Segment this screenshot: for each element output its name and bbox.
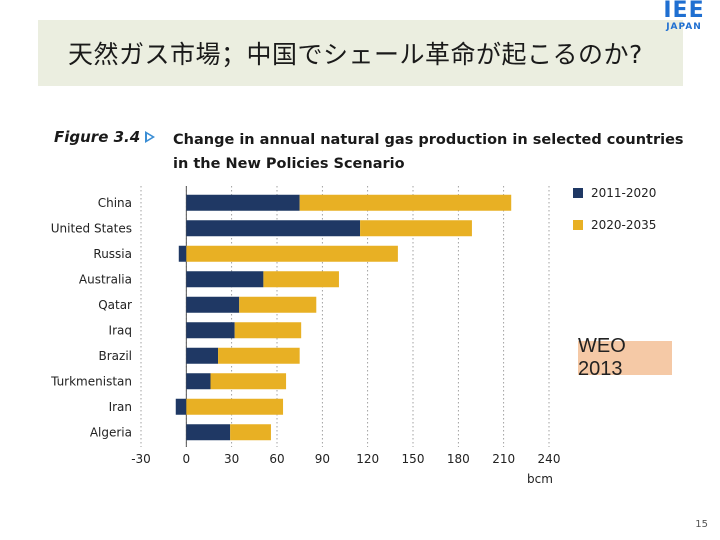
legend-swatch: [573, 220, 583, 230]
figure-arrow-icon-inner: [147, 134, 152, 140]
bar-2020-2035: [186, 245, 398, 262]
x-tick-label: 150: [402, 452, 425, 466]
x-tick-label: 0: [183, 452, 191, 466]
bar-2020-2035: [234, 322, 302, 339]
title-banner: 天然ガス市場；中国でシェール革命が起こるのか?: [38, 20, 683, 86]
x-tick-label: 60: [269, 452, 284, 466]
bar-2020-2035: [239, 296, 317, 313]
category-label: Iraq: [109, 323, 132, 337]
weo-badge: WEO 2013: [578, 335, 672, 380]
bar-2020-2035: [186, 398, 284, 415]
x-tick-label: 90: [315, 452, 330, 466]
slide-title: 天然ガス市場；中国でシェール革命が起こるのか?: [68, 40, 643, 69]
bar-2011-2020: [175, 398, 187, 415]
bar-2011-2020: [186, 424, 231, 441]
bar-2020-2035: [218, 347, 300, 364]
category-label: United States: [51, 221, 132, 235]
bar-2011-2020: [186, 271, 264, 288]
bar-2011-2020: [186, 373, 211, 390]
x-tick-label: -30: [131, 452, 151, 466]
bar-2020-2035: [230, 424, 271, 441]
x-axis-label: bcm: [527, 472, 553, 486]
legend-swatch: [573, 188, 583, 198]
bar-2020-2035: [263, 271, 339, 288]
category-label: Qatar: [98, 298, 132, 312]
category-label: Australia: [79, 272, 132, 286]
bar-2020-2035: [299, 194, 512, 211]
figure-label: Figure 3.4: [54, 128, 141, 146]
bar-2011-2020: [186, 347, 219, 364]
category-label: Turkmenistan: [50, 374, 132, 388]
iee-japan-logo: IEE JAPAN: [654, 0, 714, 38]
x-tick-label: 30: [224, 452, 239, 466]
bar-2011-2020: [186, 322, 235, 339]
category-label: Brazil: [99, 349, 133, 363]
page-number: 15: [695, 519, 708, 530]
logo-main-text: IEE: [663, 0, 705, 23]
category-label: China: [98, 196, 132, 210]
x-tick-label: 210: [492, 452, 515, 466]
category-label: Iran: [109, 400, 132, 414]
category-label: Algeria: [90, 425, 132, 439]
x-tick-label: 180: [447, 452, 470, 466]
legend-label: 2011-2020: [591, 186, 656, 200]
bar-2020-2035: [210, 373, 287, 390]
x-tick-label: 240: [538, 452, 561, 466]
x-tick-label: 120: [356, 452, 379, 466]
bar-2011-2020: [186, 296, 240, 313]
bar-2020-2035: [360, 220, 472, 237]
logo-sub-text: JAPAN: [666, 22, 702, 32]
bar-2011-2020: [186, 194, 300, 211]
bar-2011-2020: [186, 220, 361, 237]
legend-label: 2020-2035: [591, 218, 656, 232]
bar-2011-2020: [178, 245, 187, 262]
figure-title: Change in annual natural gas production …: [173, 132, 684, 172]
category-label: Russia: [93, 247, 132, 261]
